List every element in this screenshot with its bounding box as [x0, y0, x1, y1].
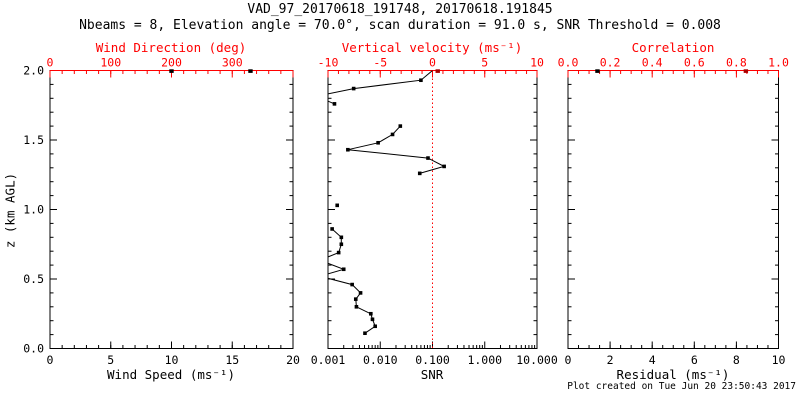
svg-text:200: 200	[161, 56, 182, 70]
svg-text:0.0: 0.0	[558, 56, 579, 70]
svg-text:5: 5	[107, 353, 114, 367]
svg-text:6: 6	[691, 353, 698, 367]
correlation-axis-label: Correlation	[631, 40, 715, 55]
plot-subtitle: Nbeams = 8, Elevation angle = 70.0°, sca…	[79, 18, 721, 33]
svg-text:0.100: 0.100	[415, 353, 450, 367]
svg-text:1.0: 1.0	[23, 203, 44, 217]
svg-text:0.4: 0.4	[642, 56, 663, 70]
svg-text:0.001: 0.001	[311, 353, 346, 367]
svg-text:0: 0	[565, 353, 572, 367]
svg-text:10: 10	[772, 353, 786, 367]
svg-text:10: 10	[530, 56, 544, 70]
svg-text:2.0: 2.0	[23, 64, 44, 78]
svg-text:15: 15	[225, 353, 239, 367]
svg-text:0: 0	[47, 353, 54, 367]
svg-text:5: 5	[481, 56, 488, 70]
svg-text:0.010: 0.010	[363, 353, 398, 367]
svg-text:100: 100	[100, 56, 121, 70]
wind-speed-axis-label: Wind Speed (ms⁻¹)	[107, 367, 235, 382]
svg-text:0.6: 0.6	[684, 56, 705, 70]
snr-top-axis-mark	[435, 69, 440, 73]
res-top-axis-mark	[595, 69, 600, 73]
snr-profile	[328, 70, 446, 336]
wind-direction-axis-label: Wind Direction (deg)	[95, 40, 247, 55]
svg-text:-10: -10	[318, 56, 339, 70]
svg-text:0.8: 0.8	[726, 56, 747, 70]
snr-axis-label: SNR	[420, 367, 444, 382]
svg-text:0: 0	[47, 56, 54, 70]
plot-created-timestamp: Plot created on Tue Jun 20 23:50:43 2017	[567, 381, 796, 392]
svg-text:0.0: 0.0	[23, 342, 44, 356]
wind-panel-border	[49, 70, 294, 349]
wind-top-axis-mark	[248, 69, 253, 73]
snr-panel: 0.001 0.010 0.100 1.000 10.000 -10 -5 0 5 10	[311, 56, 558, 368]
svg-text:10.000: 10.000	[516, 353, 558, 367]
vertical-velocity-axis-label: Vertical velocity (ms⁻¹)	[341, 40, 523, 55]
svg-text:2: 2	[607, 353, 614, 367]
residual-axis-label: Residual (ms⁻¹)	[616, 367, 730, 382]
svg-text:300: 300	[222, 56, 243, 70]
svg-text:-5: -5	[373, 56, 387, 70]
svg-text:8: 8	[733, 353, 740, 367]
res-top-axis-mark	[743, 69, 749, 73]
svg-text:0.2: 0.2	[600, 56, 621, 70]
res-panel-border	[567, 70, 779, 349]
svg-text:20: 20	[286, 353, 300, 367]
svg-text:10: 10	[165, 353, 179, 367]
plot-title: VAD_97_20170618_191748, 20170618.191845	[247, 2, 553, 17]
svg-text:1.000: 1.000	[467, 353, 502, 367]
wind-panel: 0.00.51.01.52.00 5 10 15 200 100 200 300	[23, 56, 300, 368]
res-panel: 0 2 4 6 8 10 0.0 0.2 0.4 0.6 0.8 1.0	[558, 56, 789, 368]
svg-text:0: 0	[429, 56, 436, 70]
svg-text:4: 4	[649, 353, 656, 367]
wind-top-axis-mark	[169, 69, 174, 73]
svg-text:0.5: 0.5	[23, 272, 44, 286]
svg-text:1.5: 1.5	[23, 133, 44, 147]
svg-text:1.0: 1.0	[768, 56, 789, 70]
